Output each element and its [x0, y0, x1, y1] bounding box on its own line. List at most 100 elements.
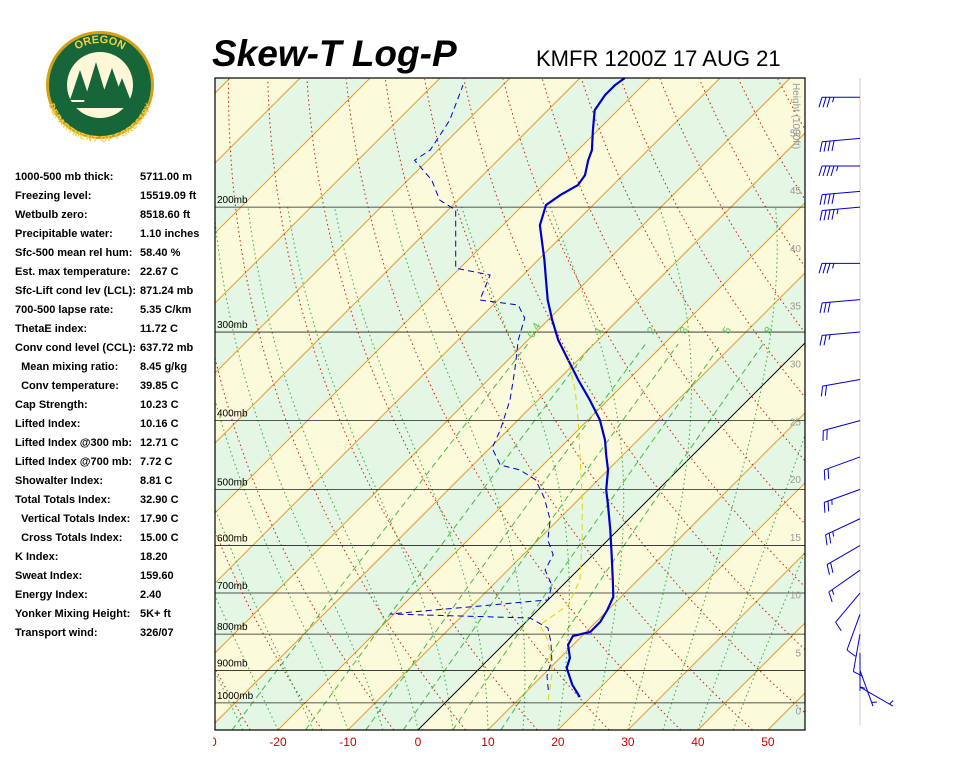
- barb-feather: [825, 534, 828, 546]
- y-tick-label: 200mb: [217, 195, 248, 206]
- isotherm: [838, 78, 960, 730]
- barb-staff: [826, 545, 861, 565]
- index-value: 2.40: [140, 589, 161, 601]
- barb-feather: [830, 165, 835, 177]
- index-label: Showalter Index:: [15, 475, 103, 487]
- barb-feather: [831, 209, 835, 220]
- logo-trees: [70, 62, 132, 104]
- barb-half: [832, 531, 835, 537]
- index-value: 15.00 C: [140, 532, 179, 544]
- moist-adiabat: [247, 207, 419, 730]
- x-tick-label: -20: [269, 735, 287, 749]
- index-label: Freezing level:: [15, 190, 91, 202]
- index-label: Yonker Mixing Height:: [15, 608, 130, 620]
- barb-feather: [823, 302, 827, 313]
- barb-feather: [828, 591, 833, 603]
- x-ticks: -30 -20 -10 0 10 20 30 40 50: [199, 735, 775, 749]
- isotherm: [215, 78, 441, 304]
- mixing-ratio-label: 5: [721, 325, 734, 336]
- barb-feather: [827, 140, 831, 152]
- index-value: 159.60: [140, 570, 174, 582]
- wind-barb: [828, 569, 861, 603]
- dry-adiabat: [896, 79, 960, 730]
- dry-adiabat: [935, 79, 960, 730]
- index-label: Mean mixing ratio:: [15, 361, 118, 373]
- height-tick-label: 0: [795, 706, 801, 717]
- barb-staff: [825, 518, 861, 536]
- wind-barb: [835, 592, 861, 632]
- logo-top-text: OREGON: [73, 34, 128, 53]
- height-tick-label: 45: [790, 186, 802, 197]
- height-tick-label: 10: [790, 591, 802, 602]
- index-label: Est. max temperature:: [15, 266, 131, 278]
- barb-feather: [826, 97, 831, 108]
- barb-feather: [818, 165, 823, 177]
- moist-adiabat: [461, 207, 570, 730]
- barb-staff: [824, 488, 861, 503]
- isotherm: [215, 78, 651, 514]
- height-tick-label: 40: [790, 244, 802, 255]
- index-label: Conv temperature:: [15, 380, 119, 392]
- mixing-ratio-label: 1: [592, 325, 605, 336]
- height-tick-label: 35: [790, 302, 802, 313]
- index-label: Energy Index:: [15, 589, 88, 601]
- moist-adiabat: [390, 207, 526, 730]
- wind-barb: [826, 545, 861, 575]
- barb-feather: [828, 533, 832, 544]
- barb-staff: [859, 686, 894, 707]
- index-value: 58.40 %: [140, 247, 181, 259]
- wind-barb: [852, 634, 863, 677]
- profile: [539, 359, 583, 700]
- barb-half: [836, 208, 839, 215]
- barb-feather: [827, 193, 831, 205]
- wind-barb: [819, 137, 861, 153]
- barb-feather: [818, 263, 823, 274]
- profile: [538, 78, 626, 698]
- diagram-foreground: 0.4 1 2 3 5 8200mb300mb400mb500mb600mb700mb80…: [214, 77, 806, 731]
- index-value: 11.72 C: [140, 323, 178, 335]
- y-tick-label: 800mb: [217, 622, 248, 633]
- index-value: 5.35 C/km: [140, 304, 192, 316]
- y-tick-label: 400mb: [217, 409, 248, 420]
- barb-feather: [822, 97, 827, 108]
- dry-adiabat: [215, 355, 395, 730]
- mixing-ratio-line: [500, 343, 764, 730]
- index-label: Cross Totals Index:: [15, 532, 122, 544]
- wind-barbs: [818, 96, 894, 707]
- band: [215, 133, 805, 730]
- y-tick-label: 300mb: [217, 320, 248, 331]
- index-label: K Index:: [15, 551, 58, 563]
- index-value: 8.45 g/kg: [140, 361, 187, 373]
- barb-half: [832, 97, 835, 103]
- barb-staff: [823, 420, 861, 431]
- barb-staff: [822, 137, 861, 143]
- moist-adiabat: [627, 207, 692, 730]
- profile-line: [389, 85, 554, 691]
- mixing-ratio-line: [365, 343, 646, 730]
- barb-feather: [827, 500, 830, 512]
- barb-feather: [819, 210, 823, 221]
- barb-feather: [826, 263, 831, 274]
- index-label: 1000-500 mb thick:: [15, 171, 113, 183]
- dry-adiabat: [581, 79, 805, 462]
- mixing-ratio-label: 8: [762, 325, 775, 336]
- barb-feather: [846, 649, 856, 657]
- index-label: Sweat Index:: [15, 570, 82, 582]
- index-label: Lifted Index:: [15, 418, 80, 430]
- barb-staff: [822, 331, 861, 336]
- index-label: Sfc-500 mean rel hum:: [15, 247, 132, 259]
- moist-adiabat: [334, 207, 489, 730]
- profile-line: [538, 78, 626, 698]
- index-value: 15519.09 ft: [140, 190, 197, 202]
- barb-staff: [835, 592, 861, 623]
- x-tick-label: -30: [199, 735, 217, 749]
- barb-feather: [820, 386, 824, 397]
- chart-subtitle: KMFR 1200Z 17 AUG 21: [536, 46, 781, 71]
- index-label: Lifted Index @700 mb:: [15, 456, 132, 468]
- mixing-ratio-label: 3: [678, 325, 691, 336]
- index-value: 17.90 C: [140, 513, 179, 525]
- barb-feather: [818, 97, 823, 108]
- dry-adiabat: [424, 79, 805, 714]
- index-label: Total Totals Index:: [15, 494, 111, 506]
- height-tick-label: 5: [795, 649, 801, 660]
